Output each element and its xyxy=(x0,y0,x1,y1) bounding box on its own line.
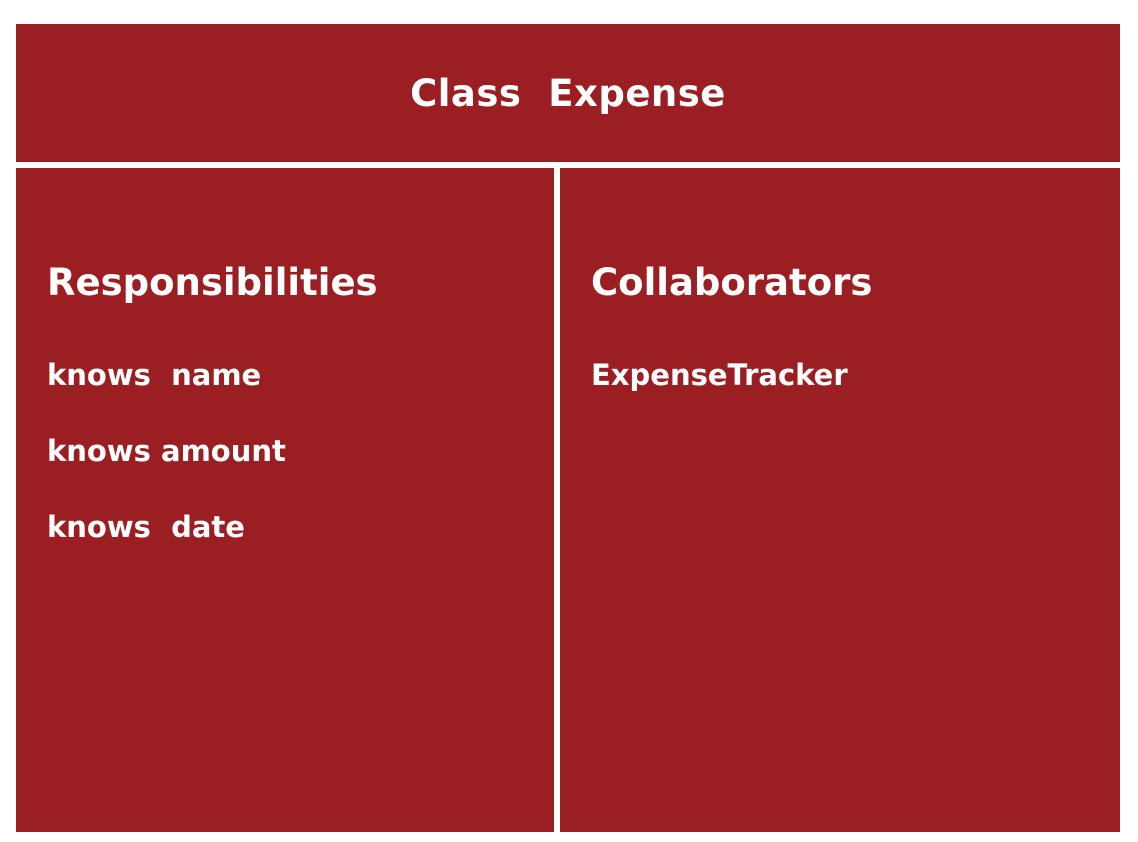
responsibilities-list: knows name knows amount knows date xyxy=(47,356,286,584)
responsibilities-panel: Responsibilities knows name knows amount… xyxy=(16,168,554,832)
class-header: Class Expense xyxy=(16,24,1120,162)
collaborators-panel: Collaborators ExpenseTracker xyxy=(560,168,1120,832)
responsibility-item: knows date xyxy=(47,510,245,544)
collaborator-item: ExpenseTracker xyxy=(591,358,848,392)
class-title: Class Expense xyxy=(410,71,726,115)
collaborators-heading: Collaborators xyxy=(591,261,873,304)
responsibilities-heading: Responsibilities xyxy=(47,261,378,304)
responsibility-item: knows name xyxy=(47,358,262,392)
collaborators-list: ExpenseTracker xyxy=(591,356,848,432)
responsibility-item: knows amount xyxy=(47,434,286,468)
